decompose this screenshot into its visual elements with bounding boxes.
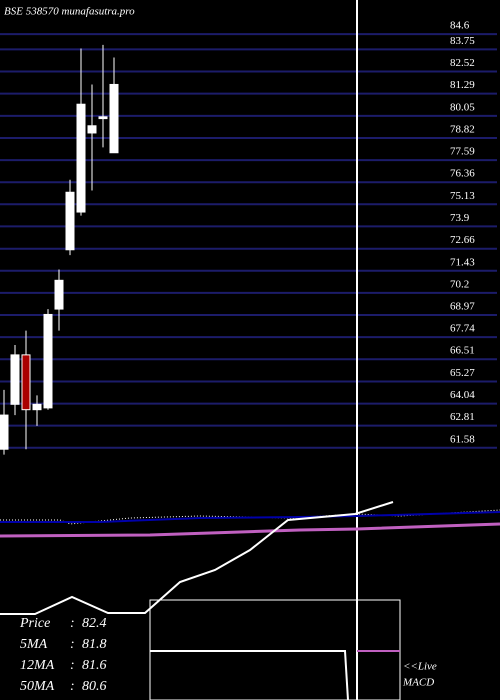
info-separator: : <box>70 616 75 631</box>
y-tick-label: 73.9 <box>450 212 470 224</box>
y-tick-label: 65.27 <box>450 367 475 379</box>
info-separator: : <box>70 679 75 694</box>
macd-line <box>150 650 349 700</box>
y-tick-label: 83.75 <box>450 35 475 47</box>
y-tick-label: 76.36 <box>450 168 475 180</box>
info-value: 81.8 <box>82 637 107 652</box>
info-label: 5MA <box>20 637 48 652</box>
candle-body <box>43 313 53 409</box>
info-separator: : <box>70 637 75 652</box>
y-tick-label: 75.13 <box>450 190 475 202</box>
candle-body <box>32 403 42 411</box>
y-tick-label: 81.29 <box>450 79 475 91</box>
candle-body <box>0 414 9 450</box>
y-tick-label: 67.74 <box>450 323 475 335</box>
candle-body <box>10 354 20 405</box>
info-value: 82.4 <box>82 616 107 631</box>
candle-body <box>76 103 86 213</box>
y-tick-label: 68.97 <box>450 301 475 313</box>
ma-blue <box>0 511 500 523</box>
y-tick-label: 84.6 <box>450 20 470 32</box>
y-tick-label: 72.66 <box>450 234 475 246</box>
candle-body <box>87 125 97 134</box>
info-value: 81.6 <box>82 658 107 673</box>
info-separator: : <box>70 658 75 673</box>
ma-purple <box>0 522 500 538</box>
y-tick-label: 80.05 <box>450 101 475 113</box>
y-tick-label: 82.52 <box>450 57 475 69</box>
trend-line <box>0 501 394 615</box>
candle-body <box>109 83 119 154</box>
candle-body <box>98 116 108 120</box>
live-label: <<Live <box>403 661 437 673</box>
y-tick-label: 78.82 <box>450 124 475 136</box>
chart-title: BSE 538570 munafasutra.pro <box>4 6 135 18</box>
candle-body <box>21 354 31 411</box>
y-tick-label: 77.59 <box>450 146 475 158</box>
info-label: 50MA <box>20 679 55 694</box>
y-tick-label: 62.81 <box>450 411 475 423</box>
y-tick-label: 66.51 <box>450 345 475 357</box>
info-label: 12MA <box>20 658 55 673</box>
candle-body <box>65 191 75 251</box>
indicator-label: MACD <box>402 677 434 689</box>
y-tick-label: 61.58 <box>450 433 475 445</box>
info-label: Price <box>19 616 50 631</box>
candle-body <box>54 279 64 310</box>
info-value: 80.6 <box>82 679 107 694</box>
y-tick-label: 71.43 <box>450 256 475 268</box>
candles <box>0 44 119 455</box>
y-tick-label: 64.04 <box>450 389 475 401</box>
y-tick-label: 70.2 <box>450 278 469 290</box>
